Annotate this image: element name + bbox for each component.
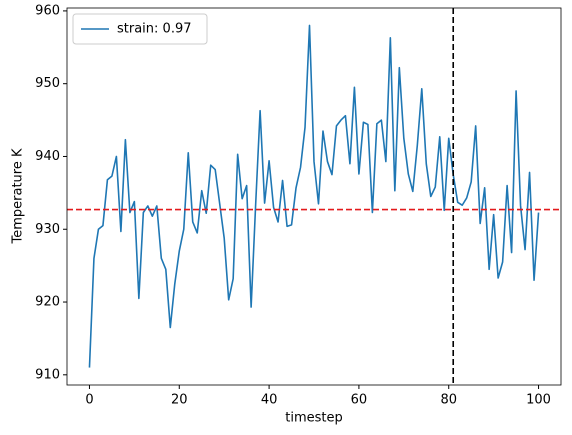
x-tick-label: 40	[261, 393, 278, 408]
data-line	[88, 24, 540, 368]
x-tick-label: 20	[171, 393, 188, 408]
y-tick-label: 940	[35, 149, 60, 164]
x-tick-label: 100	[526, 393, 551, 408]
x-axis-label: timestep	[285, 411, 343, 426]
plot-frame	[66, 7, 562, 386]
y-tick-label: 920	[35, 295, 60, 310]
x-tick-label: 60	[351, 393, 368, 408]
y-tick-label: 910	[35, 367, 60, 382]
y-tick-label: 950	[35, 76, 60, 91]
y-axis-label: Temperature K	[11, 148, 26, 244]
x-tick-label: 0	[85, 393, 93, 408]
legend-label: strain: 0.97	[117, 22, 192, 37]
x-tick-label: 80	[440, 393, 457, 408]
y-tick-label: 960	[35, 3, 60, 18]
y-tick-label: 930	[35, 222, 60, 237]
legend-box	[72, 13, 208, 45]
